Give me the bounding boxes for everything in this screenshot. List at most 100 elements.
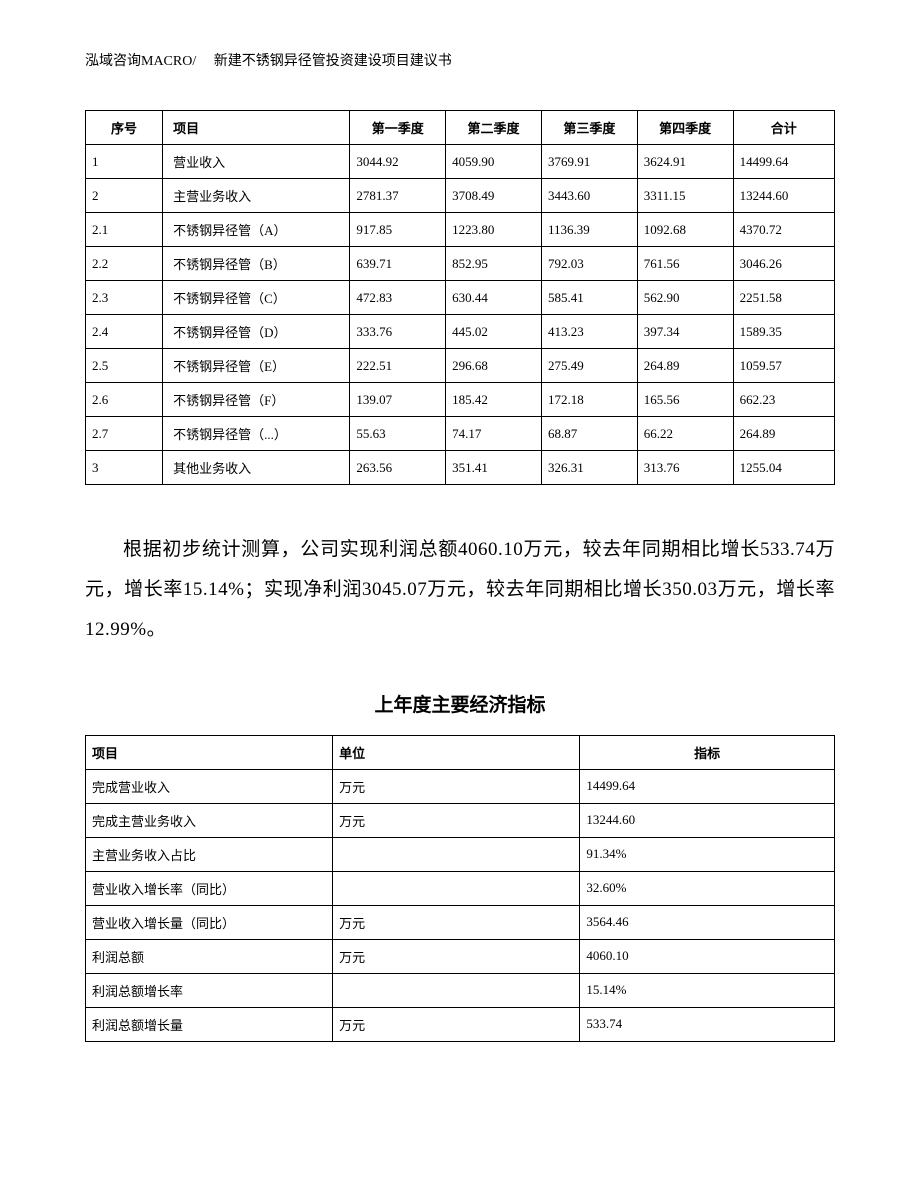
- table-cell: 3311.15: [637, 179, 733, 213]
- table-cell: 14499.64: [580, 769, 835, 803]
- header-item: 项目: [163, 111, 350, 145]
- table-cell: 万元: [333, 939, 580, 973]
- table-row: 主营业务收入占比 91.34%: [86, 837, 835, 871]
- table-cell: [333, 973, 580, 1007]
- table-cell: 326.31: [541, 451, 637, 485]
- table-cell: 413.23: [541, 315, 637, 349]
- header-unit: 单位: [333, 735, 580, 769]
- table-cell: 2.7: [86, 417, 163, 451]
- table-cell: 2.2: [86, 247, 163, 281]
- table-row: 利润总额增长量万元533.74: [86, 1007, 835, 1041]
- table-cell: 主营业务收入占比: [86, 837, 333, 871]
- table-cell: 165.56: [637, 383, 733, 417]
- table-cell: 营业收入增长率（同比）: [86, 871, 333, 905]
- table-row: 营业收入增长率（同比） 32.60%: [86, 871, 835, 905]
- table-cell: [333, 871, 580, 905]
- header-q3: 第三季度: [541, 111, 637, 145]
- table-cell: 222.51: [350, 349, 446, 383]
- table-cell: 完成主营业务收入: [86, 803, 333, 837]
- table-row: 2主营业务收入2781.373708.493443.603311.1513244…: [86, 179, 835, 213]
- table-cell: 4370.72: [733, 213, 834, 247]
- table-cell: 13244.60: [580, 803, 835, 837]
- table-cell: 2251.58: [733, 281, 834, 315]
- header-project: 项目: [86, 735, 333, 769]
- table-cell: 1: [86, 145, 163, 179]
- table-row: 完成营业收入万元14499.64: [86, 769, 835, 803]
- table1-body: 1营业收入3044.924059.903769.913624.9114499.6…: [86, 145, 835, 485]
- table-cell: 4060.10: [580, 939, 835, 973]
- table-cell: 296.68: [446, 349, 542, 383]
- table-cell: 万元: [333, 803, 580, 837]
- table-cell: 不锈钢异径管（F）: [163, 383, 350, 417]
- table-cell: 761.56: [637, 247, 733, 281]
- table-cell: 万元: [333, 1007, 580, 1041]
- table-cell: 3: [86, 451, 163, 485]
- table-row: 2.2不锈钢异径管（B）639.71852.95792.03761.563046…: [86, 247, 835, 281]
- header-total: 合计: [733, 111, 834, 145]
- table-cell: 630.44: [446, 281, 542, 315]
- table-cell: 533.74: [580, 1007, 835, 1041]
- table-cell: 1589.35: [733, 315, 834, 349]
- table-cell: [333, 837, 580, 871]
- table-cell: 利润总额增长量: [86, 1007, 333, 1041]
- table-cell: 营业收入增长量（同比）: [86, 905, 333, 939]
- table-row: 利润总额增长率15.14%: [86, 973, 835, 1007]
- table-cell: 792.03: [541, 247, 637, 281]
- table-cell: 852.95: [446, 247, 542, 281]
- table-row: 2.6不锈钢异径管（F）139.07185.42172.18165.56662.…: [86, 383, 835, 417]
- table-cell: 1136.39: [541, 213, 637, 247]
- table-cell: 74.17: [446, 417, 542, 451]
- table-cell: 2: [86, 179, 163, 213]
- table-cell: 472.83: [350, 281, 446, 315]
- table-header-row: 项目 单位 指标: [86, 735, 835, 769]
- table-cell: 3564.46: [580, 905, 835, 939]
- table-row: 2.1不锈钢异径管（A）917.851223.801136.391092.684…: [86, 213, 835, 247]
- header-q4: 第四季度: [637, 111, 733, 145]
- table-cell: 185.42: [446, 383, 542, 417]
- table-row: 1营业收入3044.924059.903769.913624.9114499.6…: [86, 145, 835, 179]
- table-cell: 不锈钢异径管（E）: [163, 349, 350, 383]
- table-cell: 66.22: [637, 417, 733, 451]
- summary-paragraph: 根据初步统计测算，公司实现利润总额4060.10万元，较去年同期相比增长533.…: [85, 530, 835, 650]
- table-cell: 264.89: [637, 349, 733, 383]
- table-cell: 3443.60: [541, 179, 637, 213]
- section-title: 上年度主要经济指标: [85, 690, 835, 717]
- table-cell: 不锈钢异径管（D）: [163, 315, 350, 349]
- table-cell: 3708.49: [446, 179, 542, 213]
- table-cell: 万元: [333, 905, 580, 939]
- table-cell: 585.41: [541, 281, 637, 315]
- table-cell: 3044.92: [350, 145, 446, 179]
- table-cell: 263.56: [350, 451, 446, 485]
- table-cell: 不锈钢异径管（A）: [163, 213, 350, 247]
- table-cell: 917.85: [350, 213, 446, 247]
- table-cell: 完成营业收入: [86, 769, 333, 803]
- page-header: 泓域咨询MACRO/ 新建不锈钢异径管投资建设项目建议书: [85, 50, 835, 70]
- header-indicator: 指标: [580, 735, 835, 769]
- table-cell: 2.5: [86, 349, 163, 383]
- table-cell: 1092.68: [637, 213, 733, 247]
- table-cell: 3046.26: [733, 247, 834, 281]
- table-cell: 2781.37: [350, 179, 446, 213]
- table-row: 2.7不锈钢异径管（...）55.6374.1768.8766.22264.89: [86, 417, 835, 451]
- table-row: 完成主营业务收入万元13244.60: [86, 803, 835, 837]
- table-cell: 万元: [333, 769, 580, 803]
- table-cell: 15.14%: [580, 973, 835, 1007]
- table-cell: 2.4: [86, 315, 163, 349]
- table-cell: 13244.60: [733, 179, 834, 213]
- table-row: 利润总额万元4060.10: [86, 939, 835, 973]
- table-row: 2.3不锈钢异径管（C）472.83630.44585.41562.902251…: [86, 281, 835, 315]
- table-row: 2.4不锈钢异径管（D）333.76445.02413.23397.341589…: [86, 315, 835, 349]
- quarterly-revenue-table: 序号 项目 第一季度 第二季度 第三季度 第四季度 合计 1营业收入3044.9…: [85, 110, 835, 485]
- table-cell: 662.23: [733, 383, 834, 417]
- table-cell: 利润总额: [86, 939, 333, 973]
- table-cell: 32.60%: [580, 871, 835, 905]
- table-cell: 91.34%: [580, 837, 835, 871]
- header-q2: 第二季度: [446, 111, 542, 145]
- table-cell: 172.18: [541, 383, 637, 417]
- table-row: 营业收入增长量（同比）万元3564.46: [86, 905, 835, 939]
- table-cell: 445.02: [446, 315, 542, 349]
- table-cell: 3769.91: [541, 145, 637, 179]
- table-cell: 397.34: [637, 315, 733, 349]
- table-cell: 不锈钢异径管（B）: [163, 247, 350, 281]
- table-cell: 不锈钢异径管（C）: [163, 281, 350, 315]
